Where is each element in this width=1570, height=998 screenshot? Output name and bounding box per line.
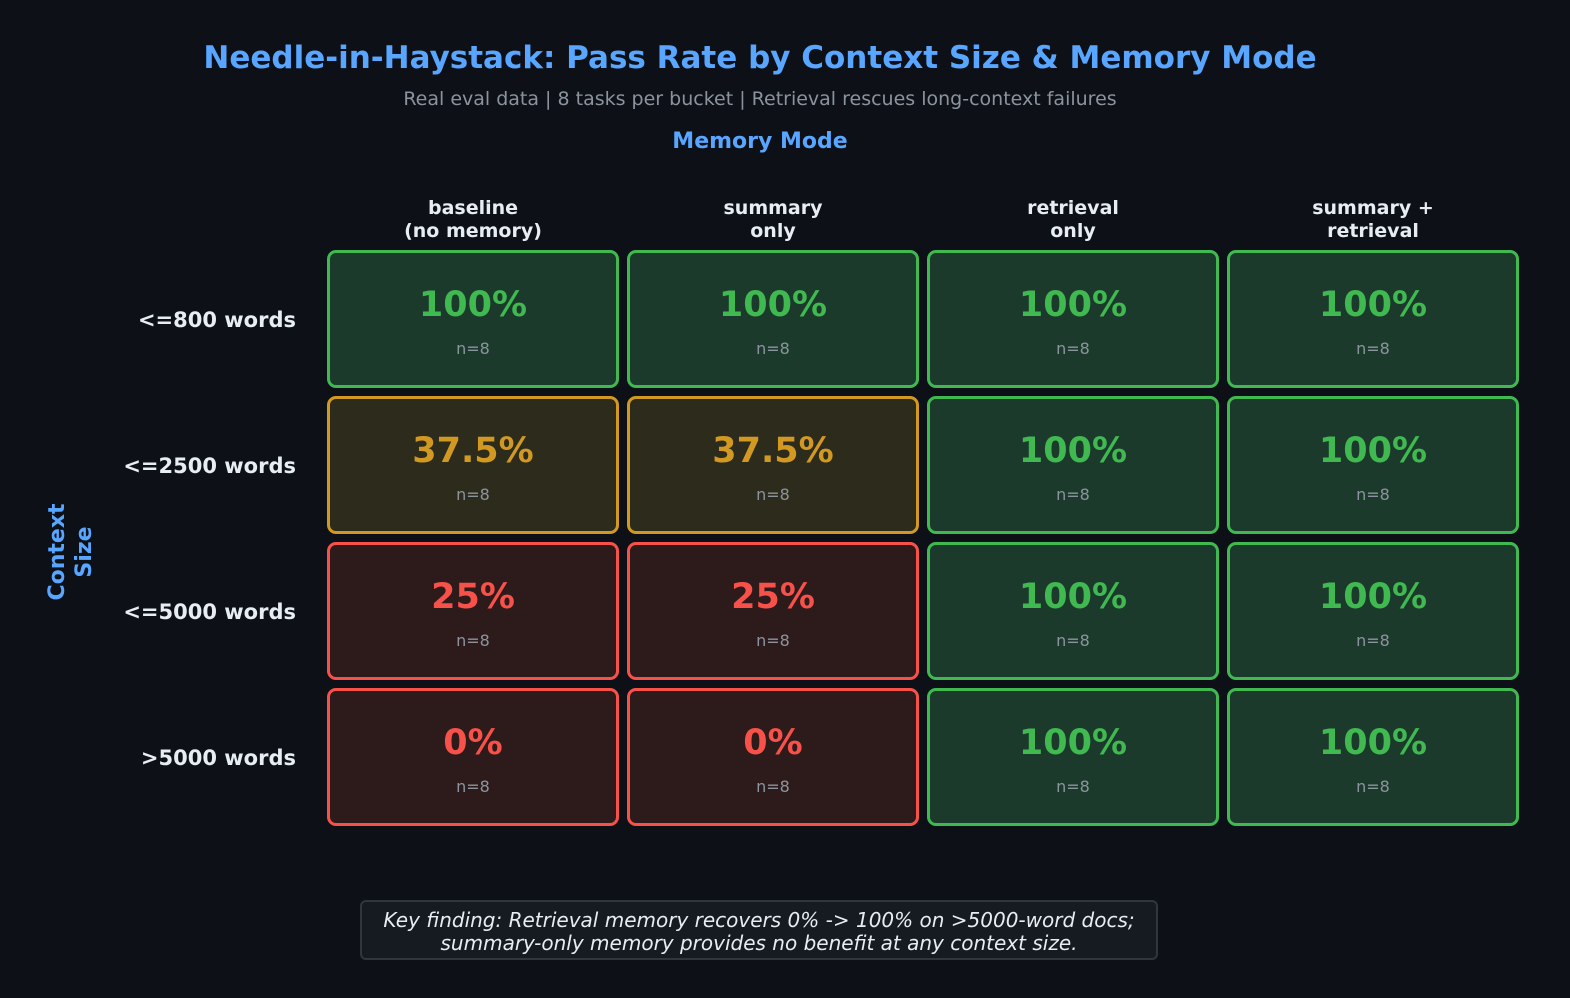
row-header: <=5000 words bbox=[123, 600, 296, 624]
heatmap-cell: 100% n=8 bbox=[327, 250, 619, 388]
column-header: summary + retrieval bbox=[1312, 197, 1434, 242]
cell-n-label: n=8 bbox=[456, 631, 490, 650]
cell-value-label: 100% bbox=[1018, 431, 1128, 471]
cell-value-label: 100% bbox=[1018, 577, 1128, 617]
heatmap-cell: 100% n=8 bbox=[1227, 688, 1519, 826]
cell-value-label: 25% bbox=[431, 577, 515, 617]
cell-n-label: n=8 bbox=[1356, 339, 1390, 358]
heatmap-cell: 100% n=8 bbox=[1227, 250, 1519, 388]
heatmap-cell: 100% n=8 bbox=[927, 396, 1219, 534]
cell-value-label: 100% bbox=[418, 285, 528, 325]
cell-value-label: 100% bbox=[1318, 723, 1428, 763]
cell-n-label: n=8 bbox=[456, 777, 490, 796]
cell-value-label: 100% bbox=[1318, 285, 1428, 325]
heatmap-cell: 100% n=8 bbox=[627, 250, 919, 388]
cell-value-label: 100% bbox=[1318, 431, 1428, 471]
cell-n-label: n=8 bbox=[1056, 631, 1090, 650]
heatmap-cell: 37.5% n=8 bbox=[627, 396, 919, 534]
heatmap-cell: 0% n=8 bbox=[327, 688, 619, 826]
cell-n-label: n=8 bbox=[756, 777, 790, 796]
heatmap-cell: 0% n=8 bbox=[627, 688, 919, 826]
cell-n-label: n=8 bbox=[756, 339, 790, 358]
heatmap-cell: 37.5% n=8 bbox=[327, 396, 619, 534]
cell-n-label: n=8 bbox=[1056, 777, 1090, 796]
cell-n-label: n=8 bbox=[1056, 339, 1090, 358]
chart-title: Needle-in-Haystack: Pass Rate by Context… bbox=[203, 40, 1317, 76]
heatmap-cell: 100% n=8 bbox=[1227, 396, 1519, 534]
chart-subtitle: Real eval data | 8 tasks per bucket | Re… bbox=[403, 88, 1117, 110]
column-header: summary only bbox=[723, 197, 823, 242]
cell-n-label: n=8 bbox=[1056, 485, 1090, 504]
cell-value-label: 100% bbox=[718, 285, 828, 325]
key-finding-annotation: Key finding: Retrieval memory recovers 0… bbox=[360, 900, 1158, 960]
cell-value-label: 25% bbox=[731, 577, 815, 617]
column-header: retrieval only bbox=[1027, 197, 1119, 242]
cell-value-label: 37.5% bbox=[412, 431, 534, 471]
heatmap-cell: 100% n=8 bbox=[1227, 542, 1519, 680]
y-axis-label: Context Size bbox=[45, 503, 97, 601]
cell-n-label: n=8 bbox=[456, 339, 490, 358]
heatmap-cell: 100% n=8 bbox=[927, 250, 1219, 388]
x-axis-label: Memory Mode bbox=[672, 129, 848, 154]
cell-value-label: 37.5% bbox=[712, 431, 834, 471]
heatmap-cell: 100% n=8 bbox=[927, 688, 1219, 826]
cell-n-label: n=8 bbox=[1356, 631, 1390, 650]
cell-value-label: 0% bbox=[443, 723, 503, 763]
cell-n-label: n=8 bbox=[756, 485, 790, 504]
cell-value-label: 100% bbox=[1018, 285, 1128, 325]
cell-n-label: n=8 bbox=[1356, 485, 1390, 504]
cell-n-label: n=8 bbox=[756, 631, 790, 650]
cell-value-label: 100% bbox=[1318, 577, 1428, 617]
row-header: >5000 words bbox=[140, 746, 296, 770]
cell-value-label: 100% bbox=[1018, 723, 1128, 763]
column-header: baseline (no memory) bbox=[404, 197, 542, 242]
heatmap-cell: 25% n=8 bbox=[627, 542, 919, 680]
cell-n-label: n=8 bbox=[1356, 777, 1390, 796]
heatmap-cell: 25% n=8 bbox=[327, 542, 619, 680]
cell-n-label: n=8 bbox=[456, 485, 490, 504]
row-header: <=2500 words bbox=[123, 454, 296, 478]
cell-value-label: 0% bbox=[743, 723, 803, 763]
row-header: <=800 words bbox=[137, 308, 296, 332]
heatmap-cell: 100% n=8 bbox=[927, 542, 1219, 680]
